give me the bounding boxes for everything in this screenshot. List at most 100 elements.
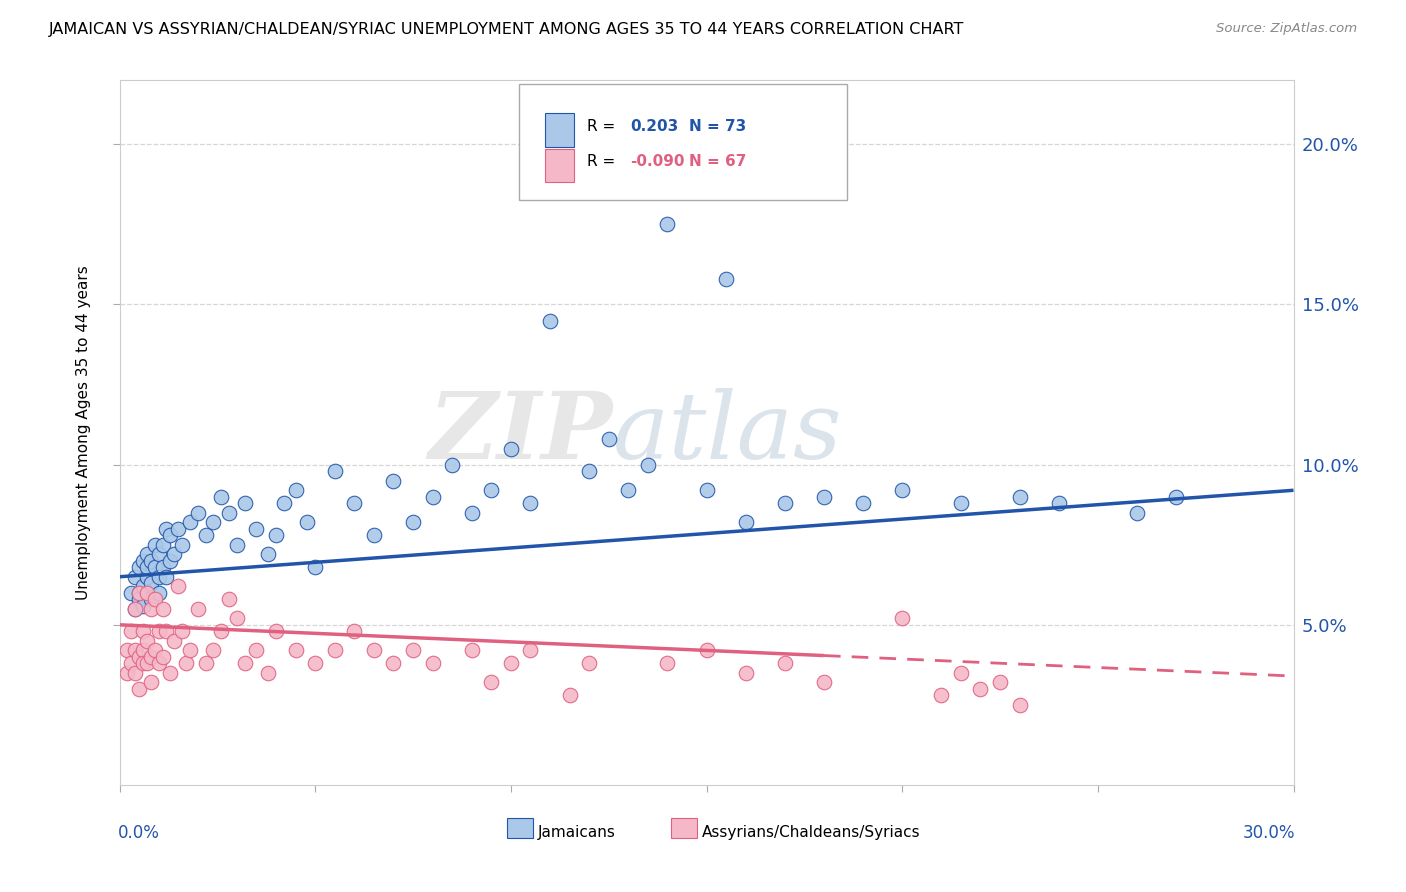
Point	[117, 665, 139, 680]
Point	[257, 665, 280, 680]
FancyBboxPatch shape	[519, 84, 848, 200]
Point	[969, 681, 991, 696]
Point	[124, 601, 146, 615]
Point	[132, 554, 155, 568]
Text: -0.090: -0.090	[630, 154, 685, 169]
Point	[209, 490, 232, 504]
Point	[124, 665, 146, 680]
Text: 30.0%: 30.0%	[1241, 823, 1295, 842]
Point	[558, 688, 581, 702]
Point	[773, 657, 796, 671]
Point	[139, 675, 162, 690]
Point	[218, 592, 240, 607]
Text: Assyrians/Chaldeans/Syriacs: Assyrians/Chaldeans/Syriacs	[702, 825, 921, 840]
Point	[988, 675, 1011, 690]
Point	[637, 458, 659, 472]
Point	[159, 528, 181, 542]
Point	[1126, 506, 1149, 520]
Point	[152, 538, 174, 552]
Point	[284, 643, 307, 657]
Point	[460, 506, 484, 520]
Text: ZIP: ZIP	[429, 388, 613, 477]
Point	[167, 579, 190, 593]
Point	[218, 506, 240, 520]
Point	[128, 560, 150, 574]
Point	[323, 643, 346, 657]
Point	[139, 649, 162, 664]
Point	[931, 688, 953, 702]
Y-axis label: Unemployment Among Ages 35 to 44 years: Unemployment Among Ages 35 to 44 years	[76, 265, 91, 600]
Point	[135, 547, 157, 561]
Point	[891, 611, 914, 625]
Point	[135, 560, 157, 574]
Point	[714, 272, 737, 286]
Point	[402, 516, 425, 530]
Point	[773, 496, 796, 510]
Point	[460, 643, 484, 657]
Point	[139, 554, 162, 568]
Point	[120, 586, 142, 600]
Point	[120, 624, 142, 639]
Point	[135, 570, 157, 584]
Point	[297, 516, 319, 530]
Point	[148, 624, 170, 639]
Point	[152, 649, 174, 664]
FancyBboxPatch shape	[671, 818, 697, 838]
Text: 0.0%: 0.0%	[118, 823, 160, 842]
Point	[949, 665, 972, 680]
Point	[194, 657, 217, 671]
Point	[598, 432, 620, 446]
Point	[657, 657, 679, 671]
Point	[124, 570, 146, 584]
Point	[1047, 496, 1070, 510]
Point	[363, 643, 385, 657]
Point	[163, 547, 186, 561]
Point	[949, 496, 972, 510]
Point	[1008, 490, 1031, 504]
Point	[202, 643, 225, 657]
Point	[519, 643, 541, 657]
Text: N = 67: N = 67	[689, 154, 747, 169]
Point	[187, 601, 209, 615]
Point	[132, 657, 155, 671]
Text: Source: ZipAtlas.com: Source: ZipAtlas.com	[1216, 22, 1357, 36]
Text: JAMAICAN VS ASSYRIAN/CHALDEAN/SYRIAC UNEMPLOYMENT AMONG AGES 35 TO 44 YEARS CORR: JAMAICAN VS ASSYRIAN/CHALDEAN/SYRIAC UNE…	[49, 22, 965, 37]
Point	[852, 496, 875, 510]
Point	[499, 442, 522, 456]
Point	[172, 538, 194, 552]
Point	[159, 554, 181, 568]
Point	[159, 665, 181, 680]
Point	[194, 528, 217, 542]
Point	[382, 474, 405, 488]
Point	[422, 657, 444, 671]
FancyBboxPatch shape	[508, 818, 533, 838]
Point	[734, 516, 756, 530]
Point	[139, 576, 162, 591]
Point	[132, 579, 155, 593]
Point	[148, 570, 170, 584]
Point	[132, 599, 155, 613]
Point	[148, 586, 170, 600]
Point	[167, 522, 190, 536]
Point	[139, 601, 162, 615]
Point	[273, 496, 295, 510]
Point	[124, 643, 146, 657]
Point	[172, 624, 194, 639]
Point	[225, 611, 249, 625]
Point	[264, 528, 287, 542]
Point	[402, 643, 425, 657]
Point	[124, 601, 146, 615]
Point	[128, 681, 150, 696]
Point	[143, 592, 166, 607]
Point	[891, 483, 914, 498]
Point	[657, 218, 679, 232]
FancyBboxPatch shape	[544, 113, 574, 147]
Point	[617, 483, 640, 498]
FancyBboxPatch shape	[544, 149, 574, 183]
Point	[233, 657, 256, 671]
Point	[202, 516, 225, 530]
Point	[135, 657, 157, 671]
Text: 0.203: 0.203	[630, 119, 679, 134]
Point	[304, 560, 326, 574]
Point	[135, 633, 157, 648]
